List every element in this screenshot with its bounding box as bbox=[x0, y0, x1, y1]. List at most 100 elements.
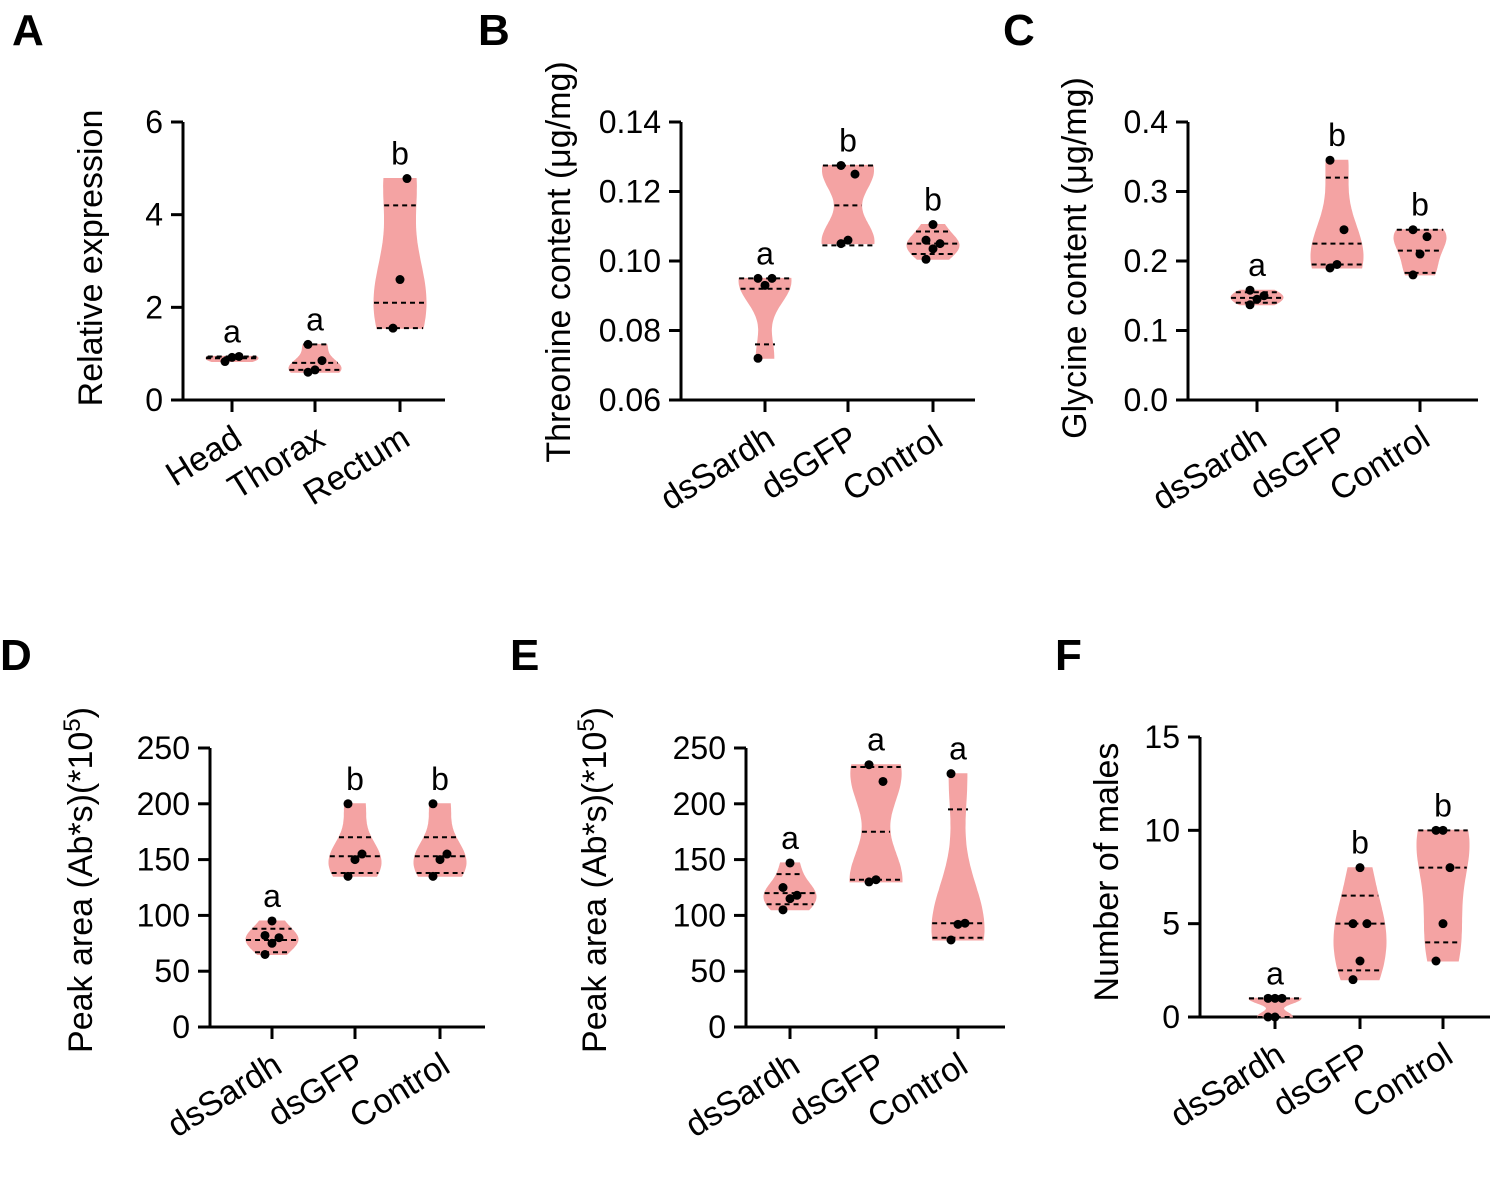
data-point bbox=[1445, 863, 1455, 873]
data-point bbox=[1438, 825, 1448, 835]
y-tick-label: 0.4 bbox=[1124, 104, 1168, 140]
data-point bbox=[921, 254, 931, 264]
data-point bbox=[792, 890, 802, 900]
data-point bbox=[343, 799, 353, 809]
data-point bbox=[303, 367, 313, 377]
violin-body bbox=[931, 773, 985, 941]
data-point bbox=[1332, 259, 1342, 269]
data-point bbox=[1263, 1012, 1273, 1022]
significance-letter: b bbox=[839, 122, 857, 158]
axes bbox=[734, 746, 1005, 1039]
x-tick-labels: dsSardh dsGFP Control bbox=[654, 419, 950, 518]
data-point bbox=[753, 353, 763, 363]
data-point bbox=[1245, 285, 1255, 295]
y-tick-labels: 0 2 4 6 bbox=[145, 104, 163, 418]
data-point bbox=[1245, 300, 1255, 310]
y-tick-labels: 0 50 100 150 200 250 bbox=[137, 730, 190, 1045]
significance-letters: a b b bbox=[1248, 117, 1429, 283]
data-point bbox=[928, 244, 938, 254]
significance-letters: a b b bbox=[756, 122, 942, 271]
violin-body bbox=[288, 343, 342, 373]
panel-a: A Relative expression 0 2 4 6 Head Thora… bbox=[12, 6, 445, 513]
panel-label: C bbox=[1003, 6, 1035, 55]
panel-label: F bbox=[1055, 631, 1082, 680]
significance-letter: a bbox=[949, 731, 967, 767]
data-point bbox=[836, 160, 846, 170]
violins bbox=[245, 799, 467, 959]
data-point bbox=[343, 871, 353, 881]
x-tick-labels: dsSardh dsGFP Control bbox=[1164, 1036, 1460, 1135]
violins bbox=[1248, 825, 1470, 1022]
violin-body bbox=[1248, 997, 1302, 1018]
panel-label: E bbox=[510, 631, 539, 680]
data-point bbox=[871, 875, 881, 885]
violin-body bbox=[328, 803, 382, 877]
significance-letter: a bbox=[223, 313, 241, 349]
data-point bbox=[1325, 155, 1335, 165]
x-tick-label: dsSardh bbox=[161, 1046, 289, 1145]
significance-letter: a bbox=[306, 301, 324, 337]
y-tick-label: 10 bbox=[1144, 812, 1180, 848]
data-point bbox=[1408, 225, 1418, 235]
panel-label: D bbox=[0, 631, 32, 680]
y-tick-label: 0.3 bbox=[1124, 174, 1168, 210]
significance-letter: a bbox=[1248, 247, 1266, 283]
violin-body bbox=[849, 764, 903, 883]
axes bbox=[1188, 735, 1490, 1029]
data-point bbox=[1270, 993, 1280, 1003]
significance-letter: a bbox=[867, 722, 885, 758]
violins bbox=[205, 174, 427, 377]
data-point bbox=[1270, 1012, 1280, 1022]
data-point bbox=[878, 776, 888, 786]
significance-letter: a bbox=[263, 878, 281, 914]
data-point bbox=[1277, 993, 1287, 1003]
y-tick-label: 0.10 bbox=[599, 243, 661, 279]
violin-body bbox=[1416, 829, 1470, 962]
data-point bbox=[395, 275, 405, 285]
y-tick-label: 150 bbox=[137, 842, 190, 878]
significance-letter: b bbox=[346, 761, 364, 797]
axes bbox=[669, 120, 975, 412]
significance-letter: b bbox=[1434, 787, 1452, 823]
y-tick-label: 4 bbox=[145, 197, 163, 233]
data-point bbox=[1355, 863, 1365, 873]
y-tick-labels: 0 5 10 15 bbox=[1144, 719, 1180, 1035]
data-point bbox=[778, 883, 788, 892]
data-point bbox=[953, 919, 963, 929]
data-point bbox=[935, 239, 945, 249]
y-tick-label: 2 bbox=[145, 289, 163, 325]
y-tick-label: 250 bbox=[673, 730, 726, 766]
y-tick-label: 0 bbox=[145, 382, 163, 418]
data-point bbox=[1339, 225, 1349, 235]
panel-b: B Threonine content (μg/mg) 0.06 0.08 0.… bbox=[478, 6, 975, 518]
x-tick-labels: dsSardh dsGFP Control bbox=[679, 1046, 975, 1145]
significance-letter: b bbox=[1328, 117, 1346, 153]
y-tick-label: 15 bbox=[1144, 719, 1180, 755]
violin-body bbox=[906, 224, 960, 260]
data-point bbox=[220, 357, 230, 367]
x-tick-labels: dsSardh dsGFP Control bbox=[161, 1046, 457, 1145]
violin-body bbox=[413, 803, 467, 877]
y-tick-labels: 0.06 0.08 0.10 0.12 0.14 bbox=[599, 104, 661, 418]
data-point bbox=[946, 935, 956, 945]
y-tick-label: 0 bbox=[708, 1009, 726, 1045]
y-tick-label: 100 bbox=[137, 897, 190, 933]
y-axis-title: Peak area (Ab*s)(*105) bbox=[59, 707, 100, 1053]
significance-letters: a a a bbox=[781, 722, 967, 856]
y-tick-label: 200 bbox=[137, 786, 190, 822]
y-tick-label: 150 bbox=[673, 842, 726, 878]
y-tick-label: 100 bbox=[673, 897, 726, 933]
significance-letter: b bbox=[391, 136, 409, 172]
panel-e: E Peak area (Ab*s)(*105) 0 50 100 150 20… bbox=[510, 631, 1005, 1145]
significance-letter: a bbox=[1266, 955, 1284, 991]
data-point bbox=[850, 169, 860, 179]
x-tick-label: dsSardh bbox=[1164, 1036, 1292, 1135]
axes bbox=[198, 746, 485, 1039]
violins bbox=[1230, 155, 1447, 310]
data-point bbox=[357, 849, 367, 859]
significance-letter: b bbox=[1411, 187, 1429, 223]
x-tick-labels: Head Thorax Rectum bbox=[159, 419, 416, 513]
data-point bbox=[946, 769, 956, 779]
x-tick-label: dsSardh bbox=[654, 419, 782, 518]
data-point bbox=[1325, 263, 1335, 273]
